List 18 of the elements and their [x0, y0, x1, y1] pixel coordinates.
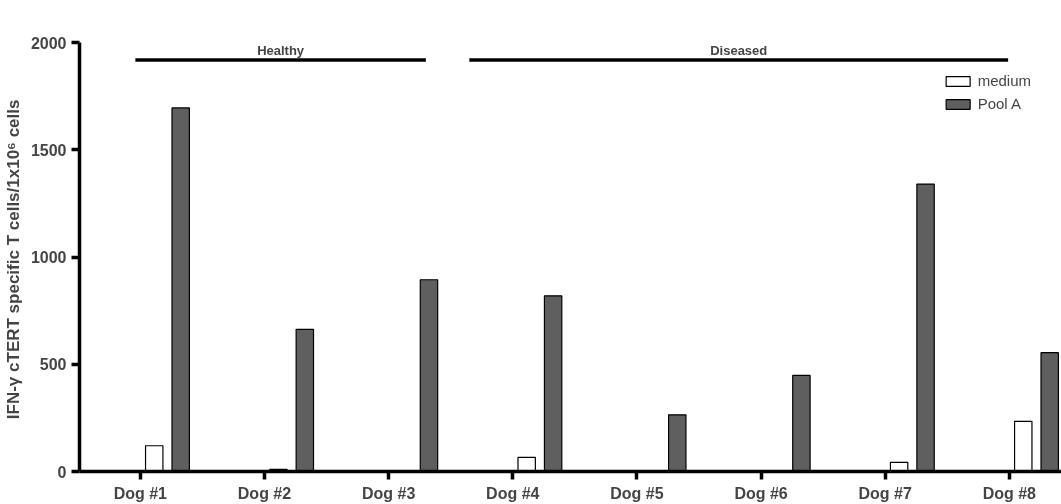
- y-tick-label: 1000: [30, 249, 67, 266]
- x-tick-label: Dog #1: [113, 484, 168, 502]
- x-tick-label: Dog #5: [610, 484, 664, 502]
- x-tick-label: Dog #8: [982, 484, 1037, 502]
- x-tick-label: Dog #3: [361, 484, 416, 502]
- y-tick-label: 1500: [30, 141, 67, 159]
- x-tick-label: Dog #6: [734, 484, 788, 502]
- annotation: Healthy: [257, 42, 305, 58]
- legend-label: Pool A: [977, 95, 1022, 112]
- x-tick-label: Dog #2: [237, 484, 292, 502]
- legend-label: medium: [977, 72, 1031, 89]
- y-axis-title: IFN-γ cTERT specific T cells/1x10⁶ cells: [3, 99, 23, 420]
- y-tick-label: 2000: [30, 34, 67, 52]
- x-tick-label: Dog #4: [486, 484, 540, 502]
- y-tick-label: 0: [57, 463, 67, 481]
- annotation: Diseased: [710, 42, 768, 58]
- x-tick-label: Dog #7: [858, 484, 912, 502]
- y-tick-label: 500: [39, 356, 67, 374]
